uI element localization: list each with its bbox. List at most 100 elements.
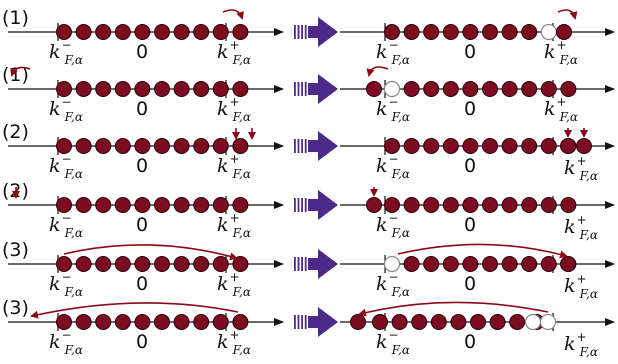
k-superscript: + — [230, 211, 240, 225]
k-subscript: F,α — [64, 53, 83, 67]
transition-arrow-stripe — [297, 139, 300, 153]
transition-arrow-stripe — [304, 257, 307, 271]
k-subscript: F,α — [579, 228, 598, 242]
transfer-arrow — [358, 301, 549, 317]
particle — [501, 256, 518, 272]
zero-label: 0 — [136, 273, 148, 295]
particle — [134, 24, 151, 40]
particle — [95, 81, 112, 97]
particle — [430, 314, 447, 330]
transition-arrow-stripe — [304, 139, 307, 153]
diagram-row: (3)k− F,α k+ F,α0 k− F,α k+ F,α0 — [2, 297, 615, 359]
k-superscript: + — [577, 330, 587, 344]
transition-arrow-stripe — [297, 25, 300, 39]
particle — [384, 197, 400, 213]
k-symbol: k — [376, 98, 388, 120]
particle — [134, 314, 151, 330]
particle — [95, 24, 112, 40]
k-symbol: k — [217, 98, 229, 120]
transition-arrow-stripe — [294, 82, 296, 96]
k-fermi-plus-label: k+ F,α — [564, 272, 598, 301]
particle — [521, 197, 538, 213]
zero-label: 0 — [136, 155, 148, 177]
transition-arrow-icon — [308, 131, 338, 161]
particle — [384, 138, 400, 154]
hole-state — [539, 313, 557, 331]
k-symbol: k — [49, 331, 61, 353]
k-fermi-minus-label: k− F,α — [376, 270, 410, 299]
particle — [212, 81, 229, 97]
particle — [232, 138, 249, 154]
k-fermi-plus-label: k+ F,α — [217, 211, 251, 240]
particle — [540, 256, 557, 272]
particle — [114, 197, 131, 213]
particle — [212, 24, 229, 40]
transfer-arrow — [30, 302, 239, 319]
particle — [173, 197, 190, 213]
particle — [193, 138, 210, 154]
particle — [75, 138, 92, 154]
particle — [154, 197, 170, 213]
transition-arrow-stripe — [304, 25, 307, 39]
particle — [462, 256, 479, 272]
k-fermi-minus-label: k− F,α — [376, 328, 410, 357]
state-before: k− F,α k+ F,α0 — [8, 187, 284, 240]
k-superscript: − — [389, 328, 399, 342]
k-superscript: − — [62, 95, 72, 109]
zero-label: 0 — [136, 331, 148, 353]
transition-arrow-stripe — [294, 198, 296, 212]
transition-arrow-stripe — [304, 315, 307, 329]
particle — [56, 138, 72, 154]
k-subscript: F,α — [64, 110, 83, 124]
k-subscript: F,α — [232, 343, 251, 357]
transition-arrow-stripe — [294, 257, 296, 271]
transition-arrow-icon — [308, 190, 338, 220]
diagram-row: (1)k− F,α k+ F,α0 k− F,α k+ F,α0 — [2, 7, 615, 67]
k-superscript: − — [389, 38, 399, 52]
row-label: (1) — [2, 7, 29, 29]
k-subscript: F,α — [559, 53, 578, 67]
particle — [521, 81, 538, 97]
particle — [154, 314, 170, 330]
k-symbol: k — [544, 98, 556, 120]
particle — [114, 81, 131, 97]
transition-arrow-stripe — [301, 315, 303, 329]
k-fermi-minus-label: k− F,α — [376, 211, 410, 240]
k-symbol: k — [49, 273, 61, 295]
k-symbol: k — [376, 331, 388, 353]
particle — [442, 256, 459, 272]
particle — [423, 24, 440, 40]
k-symbol: k — [376, 214, 388, 236]
k-symbol: k — [564, 216, 576, 238]
zero-label: 0 — [464, 214, 476, 236]
k-subscript: F,α — [64, 285, 83, 299]
particle — [114, 24, 131, 40]
particle — [442, 197, 459, 213]
particle — [403, 24, 420, 40]
particle — [193, 81, 210, 97]
state-before: k− F,α k+ F,α0 — [8, 9, 284, 67]
zero-label: 0 — [464, 98, 476, 120]
k-superscript: + — [230, 328, 240, 342]
k-fermi-plus-label: k+ F,α — [217, 152, 251, 181]
particle — [173, 138, 190, 154]
excitation-arrow — [10, 66, 31, 77]
particle — [173, 81, 190, 97]
particle — [540, 81, 557, 97]
particle — [384, 24, 400, 40]
k-symbol: k — [49, 41, 61, 63]
k-symbol: k — [564, 157, 576, 179]
excited-particle — [366, 81, 382, 97]
particle — [114, 138, 131, 154]
zero-label: 0 — [464, 331, 476, 353]
particle — [56, 314, 72, 330]
particle — [154, 256, 170, 272]
k-subscript: F,α — [64, 226, 83, 240]
state-before: k− F,α k+ F,α0 — [8, 244, 284, 299]
k-subscript: F,α — [391, 343, 410, 357]
k-superscript: + — [230, 95, 240, 109]
k-subscript: F,α — [391, 110, 410, 124]
hole-state — [524, 313, 542, 331]
particle — [75, 256, 92, 272]
particle — [423, 138, 440, 154]
